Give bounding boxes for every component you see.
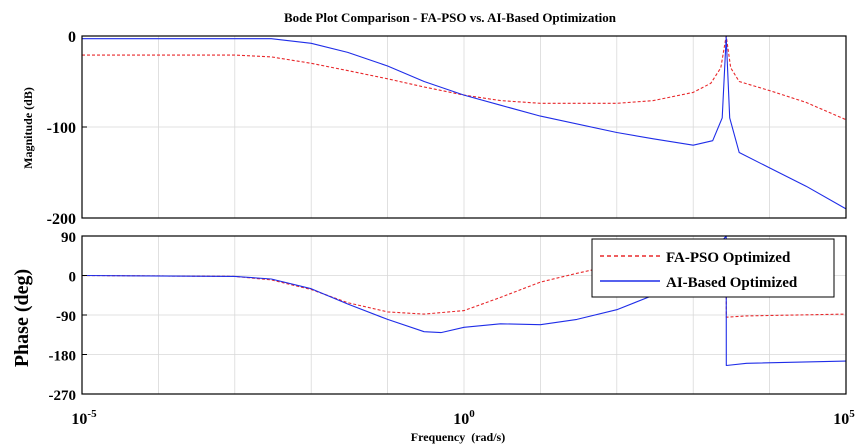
magnitude-y-tick-label: -100: [47, 120, 76, 137]
magnitude-y-tick-label: -200: [47, 211, 76, 228]
phase-y-tick-label: 0: [69, 270, 77, 286]
magnitude-series-fa-pso: [82, 35, 847, 121]
phase-y-tick-label: 90: [61, 230, 76, 246]
x-tick-labels: 10-5 100 105: [71, 408, 855, 428]
phase-y-tick-label: -270: [49, 388, 77, 404]
magnitude-y-tick-label: 0: [68, 29, 76, 46]
legend-label-fa-pso: FA-PSO Optimized: [666, 250, 791, 266]
x-tick-label: 100: [453, 408, 475, 428]
frequency-axis-label: Frequency (rad/s): [411, 430, 505, 444]
x-tick-label: 10-5: [71, 408, 97, 428]
legend-label-ai-based: AI-Based Optimized: [666, 275, 798, 291]
phase-axis-label: Phase (deg): [11, 269, 33, 367]
magnitude-panel: 0 -100 -200: [47, 29, 847, 228]
legend: FA-PSO Optimized AI-Based Optimized: [591, 238, 835, 298]
magnitude-axis-label: Magnitude (dB): [21, 87, 35, 169]
phase-y-tick-label: -90: [56, 309, 76, 325]
chart-title: Bode Plot Comparison - FA-PSO vs. AI-Bas…: [284, 10, 617, 25]
x-tick-label: 105: [833, 408, 855, 428]
phase-y-tick-label: -180: [49, 349, 77, 365]
magnitude-series-ai-based: [82, 36, 847, 210]
legend-box: [591, 238, 835, 298]
